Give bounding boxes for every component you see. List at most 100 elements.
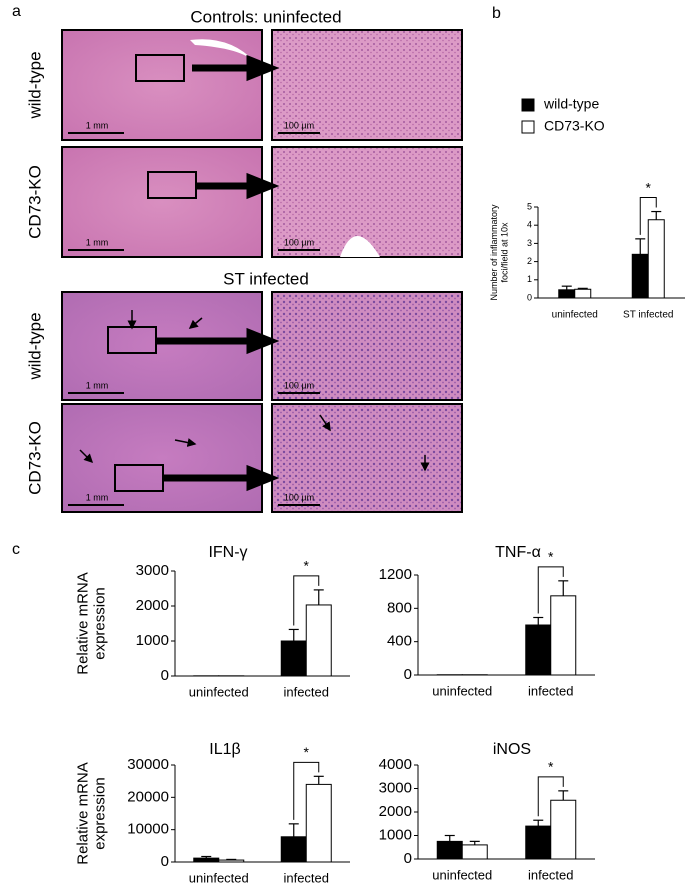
legend-swatch bbox=[521, 120, 535, 134]
vessel bbox=[190, 39, 255, 62]
legend-label: CD73-KO bbox=[544, 118, 605, 134]
bar bbox=[550, 799, 577, 860]
y-axis-label: Number of inflammatory bbox=[489, 204, 499, 301]
y-axis-label: expression bbox=[92, 777, 109, 850]
bar bbox=[193, 857, 220, 863]
x-tick-label: infected bbox=[528, 683, 574, 698]
row-label: wild-type bbox=[25, 312, 44, 380]
row-label: wild-type bbox=[25, 51, 44, 119]
y-tick-label: 0 bbox=[161, 667, 169, 684]
significance-mark: * bbox=[304, 558, 310, 574]
bar bbox=[525, 624, 552, 676]
y-tick-label: 800 bbox=[387, 599, 412, 616]
bar bbox=[647, 219, 665, 299]
y-tick-label: 2000 bbox=[136, 597, 169, 614]
scale-label: 1 mm bbox=[86, 492, 109, 502]
error-bar bbox=[558, 580, 569, 596]
significance-bracket bbox=[639, 197, 657, 235]
y-tick-label: 3000 bbox=[136, 562, 169, 579]
y-tick-label: 4000 bbox=[379, 756, 412, 773]
zoom-arrow bbox=[163, 464, 280, 492]
x-tick-label: uninfected bbox=[552, 310, 598, 321]
y-tick-label: 1 bbox=[527, 274, 532, 284]
significance-mark: * bbox=[304, 744, 310, 760]
histology-image bbox=[271, 403, 463, 513]
bar bbox=[631, 253, 649, 299]
scale-label: 100 µm bbox=[284, 492, 314, 502]
y-tick-label: 20000 bbox=[127, 788, 169, 805]
row-label: CD73-KO bbox=[25, 165, 44, 239]
y-tick-label: 4 bbox=[527, 220, 532, 230]
y-tick-label: 30000 bbox=[127, 756, 169, 773]
y-tick-label: 3000 bbox=[379, 779, 412, 796]
histology-image bbox=[61, 146, 263, 258]
y-tick-label: 3 bbox=[527, 238, 532, 248]
error-bar bbox=[469, 840, 480, 845]
y-tick-label: 1000 bbox=[379, 826, 412, 843]
significance-mark: * bbox=[548, 759, 554, 775]
bar-chart: 0 1 2 3 4 5 Number of inflammatory foci/field a… bbox=[489, 96, 685, 321]
error-bar bbox=[558, 790, 569, 801]
charts: 0 1 2 3 4 5 Number of inflammatory foci/field a… bbox=[74, 96, 685, 885]
legend-label: wild-type bbox=[543, 96, 599, 112]
bar bbox=[305, 604, 332, 677]
error-bar bbox=[561, 285, 572, 290]
bar-chart: 0 400 800 1200 TNF-α uninfected infected * bbox=[379, 544, 595, 698]
histology-image bbox=[271, 291, 463, 401]
y-tick-label: 0 bbox=[404, 850, 412, 867]
bar bbox=[218, 859, 245, 863]
vessel bbox=[340, 236, 380, 257]
bar bbox=[436, 840, 463, 860]
bar-chart: 0 1000 2000 3000 4000 iNOS uninfected infected * bbox=[379, 741, 595, 882]
panel-letter: b bbox=[492, 5, 501, 22]
x-tick-label: uninfected bbox=[189, 870, 249, 885]
histology-row bbox=[61, 29, 463, 141]
error-bar bbox=[313, 775, 324, 785]
histology-image bbox=[271, 29, 463, 141]
scale-label: 100 µm bbox=[284, 380, 314, 390]
x-tick-label: infected bbox=[528, 867, 574, 882]
y-axis-label: expression bbox=[92, 587, 109, 660]
chart-title: IFN-γ bbox=[208, 544, 247, 561]
bar-chart: 0 1000 2000 3000 IFN-γ Relative mRNA expressio… bbox=[74, 544, 350, 699]
scale-label: 100 µm bbox=[284, 237, 314, 247]
zoom-arrow bbox=[156, 327, 280, 355]
bar bbox=[461, 844, 488, 860]
x-tick-label: ST infected bbox=[623, 310, 673, 321]
panel-letter: c bbox=[12, 541, 20, 558]
zoom-arrow bbox=[192, 54, 280, 82]
focus-arrow bbox=[188, 317, 203, 329]
bar bbox=[558, 289, 576, 299]
error-bar bbox=[444, 834, 455, 842]
histology-row bbox=[61, 146, 463, 258]
zoom-box bbox=[135, 54, 185, 82]
scale-bars bbox=[68, 132, 320, 506]
y-axis-label: Relative mRNA bbox=[74, 762, 91, 865]
zoom-arrow bbox=[196, 172, 280, 200]
significance-bracket bbox=[537, 566, 564, 614]
y-tick-label: 5 bbox=[527, 201, 532, 211]
section-title: ST infected bbox=[223, 269, 309, 288]
bar bbox=[280, 640, 307, 677]
row-labels: wild-type CD73-KO wild-type CD73-KO bbox=[25, 51, 44, 494]
bar bbox=[305, 783, 332, 863]
significance-bracket bbox=[537, 776, 564, 817]
histology-row bbox=[61, 291, 463, 401]
legend-swatch bbox=[521, 98, 535, 112]
y-tick-label: 0 bbox=[404, 666, 412, 683]
x-tick-label: uninfected bbox=[432, 683, 492, 698]
error-bar bbox=[577, 287, 588, 290]
x-tick-label: uninfected bbox=[189, 684, 249, 699]
row-label: CD73-KO bbox=[25, 421, 44, 495]
y-tick-label: 2 bbox=[527, 256, 532, 266]
error-bar bbox=[533, 819, 544, 827]
y-tick-label: 0 bbox=[161, 853, 169, 870]
y-axis-label: foci/field at 10x bbox=[500, 222, 510, 283]
bar bbox=[280, 836, 307, 863]
histology-image bbox=[61, 291, 263, 401]
error-bar bbox=[313, 589, 324, 605]
error-bar bbox=[651, 210, 662, 220]
chart-title: TNF-α bbox=[495, 544, 541, 561]
error-bar bbox=[288, 628, 299, 641]
